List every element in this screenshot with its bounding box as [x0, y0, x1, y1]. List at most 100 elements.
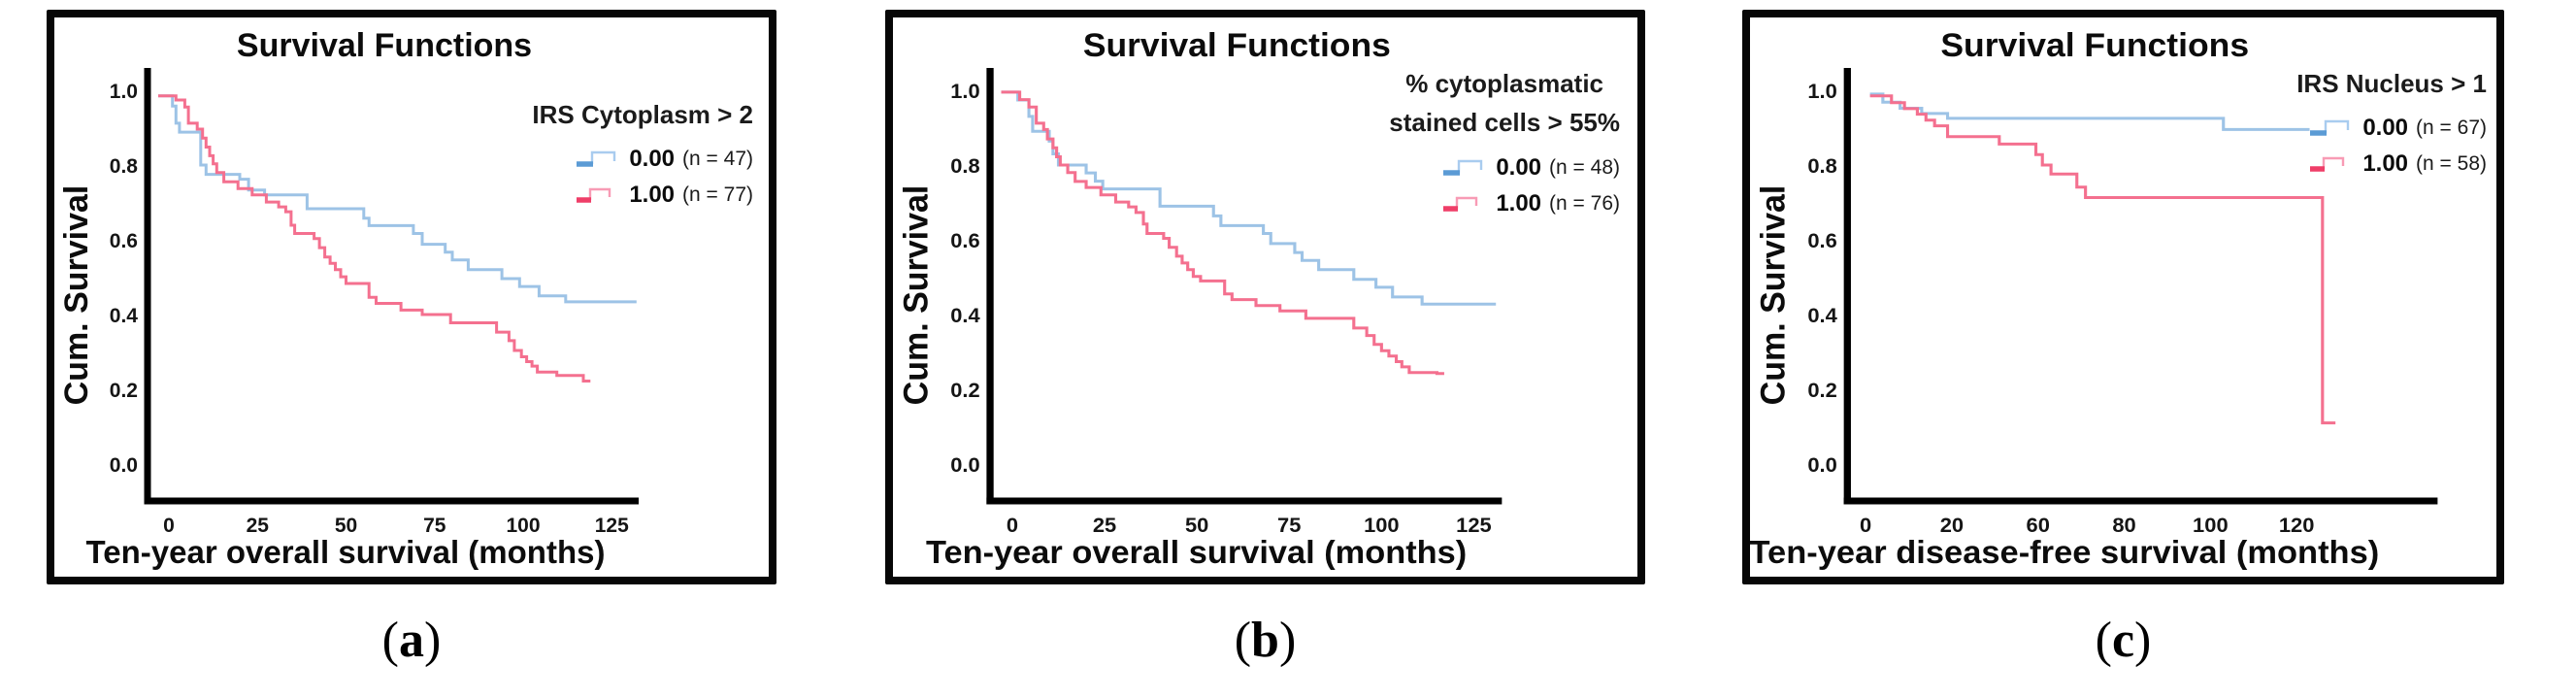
chart-title: Survival Functions [237, 27, 532, 64]
y-tick-label: 1.0 [110, 81, 138, 103]
legend-entry-group0: 0.00 (n = 47) [575, 146, 753, 173]
x-tick-label: 80 [2112, 514, 2135, 536]
legend-n-label: (n = 58) [2416, 152, 2487, 176]
caption-paren: ( [2095, 613, 2112, 668]
survival-curve-1.00 [1869, 94, 2336, 425]
legend-heading-line2: stained cells > 55% [1389, 108, 1620, 138]
panel-caption-b: (b) [885, 612, 1645, 669]
legend-value-label: 1.00 [1496, 189, 1542, 216]
km-plot-b: Survival Functions Cum. Survival 1.0 0.8 0… [898, 28, 1503, 571]
y-tick-label: 0.8 [110, 155, 139, 178]
caption-paren: ( [381, 613, 399, 668]
legend-rows: 0.00 (n = 47) 1.00 (n = 77) [575, 146, 753, 209]
y-tick-label: 1.0 [950, 80, 979, 102]
legend-entry-group0: 0.00 (n = 48) [1441, 154, 1620, 182]
km-plot-a: Survival Functions Cum. Survival 1.0 0.8 0… [58, 27, 639, 570]
axes [1843, 68, 2438, 505]
legend-n-label: (n = 67) [2416, 116, 2487, 140]
x-tick-label: 60 [2027, 514, 2050, 536]
legend-n-label: (n = 47) [682, 148, 753, 171]
panel-c-wrap: Survival Functions Cum. Survival 1.0 0.8 0… [1742, 10, 2504, 669]
survival-curve-0.00 [1869, 92, 2310, 131]
legend-entry-group1: 1.00 (n = 77) [575, 182, 753, 209]
y-axis-label: Cum. Survival [58, 185, 95, 406]
survival-curves [1001, 90, 1497, 376]
y-tick-label: 0.6 [1807, 229, 1837, 251]
y-tick-label: 0.2 [110, 380, 138, 402]
panel-caption-c: (c) [1742, 612, 2504, 669]
legend-n-label: (n = 77) [682, 183, 753, 207]
legend-value-label: 0.00 [629, 146, 676, 173]
y-tick-label: 0.4 [110, 305, 139, 327]
y-tick-label: 0.2 [1807, 379, 1837, 401]
x-tick-label: 20 [1940, 514, 1964, 536]
x-tick-label: 0 [163, 515, 175, 537]
y-tick-labels: 1.0 0.8 0.6 0.4 0.2 0.0 [110, 81, 139, 477]
y-tick-label: 0.0 [950, 453, 979, 477]
y-tick-label: 0.2 [950, 379, 979, 402]
axes [986, 68, 1503, 505]
survival-curve-1.00 [1001, 90, 1444, 376]
y-tick-label: 0.0 [110, 454, 138, 477]
x-tick-label: 100 [506, 515, 540, 537]
x-tick-label: 75 [1277, 514, 1301, 536]
pink-step-line-icon [1443, 196, 1478, 212]
x-tick-labels: 0 25 50 75 100 125 [1007, 514, 1492, 536]
survival-curves [1869, 92, 2336, 425]
panel-a-frame: Survival Functions Cum. Survival 1.0 0.8 0… [47, 10, 776, 584]
caption-letter: b [1251, 613, 1279, 668]
legend-n-label: (n = 48) [1549, 155, 1620, 179]
x-tick-label: 100 [1364, 514, 1400, 536]
x-tick-label: 120 [2279, 514, 2315, 536]
legend-entry-group0: 0.00 (n = 67) [2308, 115, 2487, 142]
x-axis-label: Ten-year overall survival (months) [926, 535, 1467, 571]
y-tick-label: 0.4 [950, 304, 979, 327]
panel-b-frame: Survival Functions Cum. Survival 1.0 0.8 0… [885, 10, 1645, 584]
legend-value-label: 1.00 [2362, 150, 2409, 178]
legend-heading: % cytoplasmatic [1405, 69, 1603, 98]
caption-letter: a [399, 613, 424, 668]
y-tick-label: 0.8 [1807, 154, 1837, 177]
caption-paren: ) [2134, 613, 2152, 668]
y-tick-label: 0.4 [1807, 304, 1837, 326]
legend-n-label: (n = 76) [1549, 191, 1620, 215]
caption-paren: ( [1234, 613, 1252, 668]
x-tick-labels: 0 25 50 75 100 125 [163, 515, 629, 537]
legend-heading: IRS Cytoplasm > 2 [532, 100, 753, 129]
legend-entry-group1: 1.00 (n = 76) [1441, 190, 1620, 217]
panel-b-wrap: Survival Functions Cum. Survival 1.0 0.8 0… [885, 10, 1645, 669]
legend-value-label: 0.00 [2362, 115, 2409, 142]
x-axis-label: Ten-year overall survival (months) [86, 534, 606, 570]
x-tick-label: 50 [335, 515, 357, 537]
y-tick-label: 1.0 [1807, 80, 1837, 102]
x-tick-label: 125 [595, 515, 629, 537]
x-tick-label: 25 [247, 515, 270, 537]
legend-rows: 0.00 (n = 67) 1.00 (n = 58) [2308, 115, 2487, 178]
legend: IRS Cytoplasm > 2 0.00 (n = 47) 1 [532, 95, 753, 209]
y-tick-label: 0.6 [110, 230, 138, 252]
x-tick-label: 100 [2193, 514, 2229, 536]
y-tick-labels: 1.0 0.8 0.6 0.4 0.2 0.0 [950, 80, 979, 477]
blue-step-line-icon [1443, 159, 1483, 176]
panel-a-wrap: Survival Functions Cum. Survival 1.0 0.8 0… [47, 10, 776, 669]
chart-title: Survival Functions [1940, 28, 2249, 64]
x-tick-label: 0 [1007, 514, 1018, 536]
blue-step-line-icon [577, 151, 616, 168]
legend: IRS Nucleus > 1 0.00 (n = 67) 1.0 [2296, 64, 2487, 178]
y-tick-label: 0.6 [950, 229, 979, 252]
y-axis-label: Cum. Survival [898, 185, 936, 406]
survival-curves [158, 94, 637, 383]
blue-step-line-icon [2310, 120, 2350, 137]
survival-curve-0.00 [1001, 90, 1497, 306]
axes [144, 68, 639, 505]
x-tick-label: 0 [1860, 514, 1871, 536]
pink-step-line-icon [577, 188, 611, 204]
y-axis-label: Cum. Survival [1755, 185, 1793, 406]
legend-value-label: 0.00 [1496, 153, 1542, 181]
x-tick-labels: 0 20 60 80 100 120 [1860, 514, 2315, 536]
panel-caption-a: (a) [47, 612, 776, 669]
legend-value-label: 1.00 [629, 182, 676, 209]
caption-paren: ) [1278, 613, 1297, 668]
km-plot-c: Survival Functions Cum. Survival 1.0 0.8 0… [1750, 28, 2438, 571]
legend-entry-group1: 1.00 (n = 58) [2308, 150, 2487, 178]
